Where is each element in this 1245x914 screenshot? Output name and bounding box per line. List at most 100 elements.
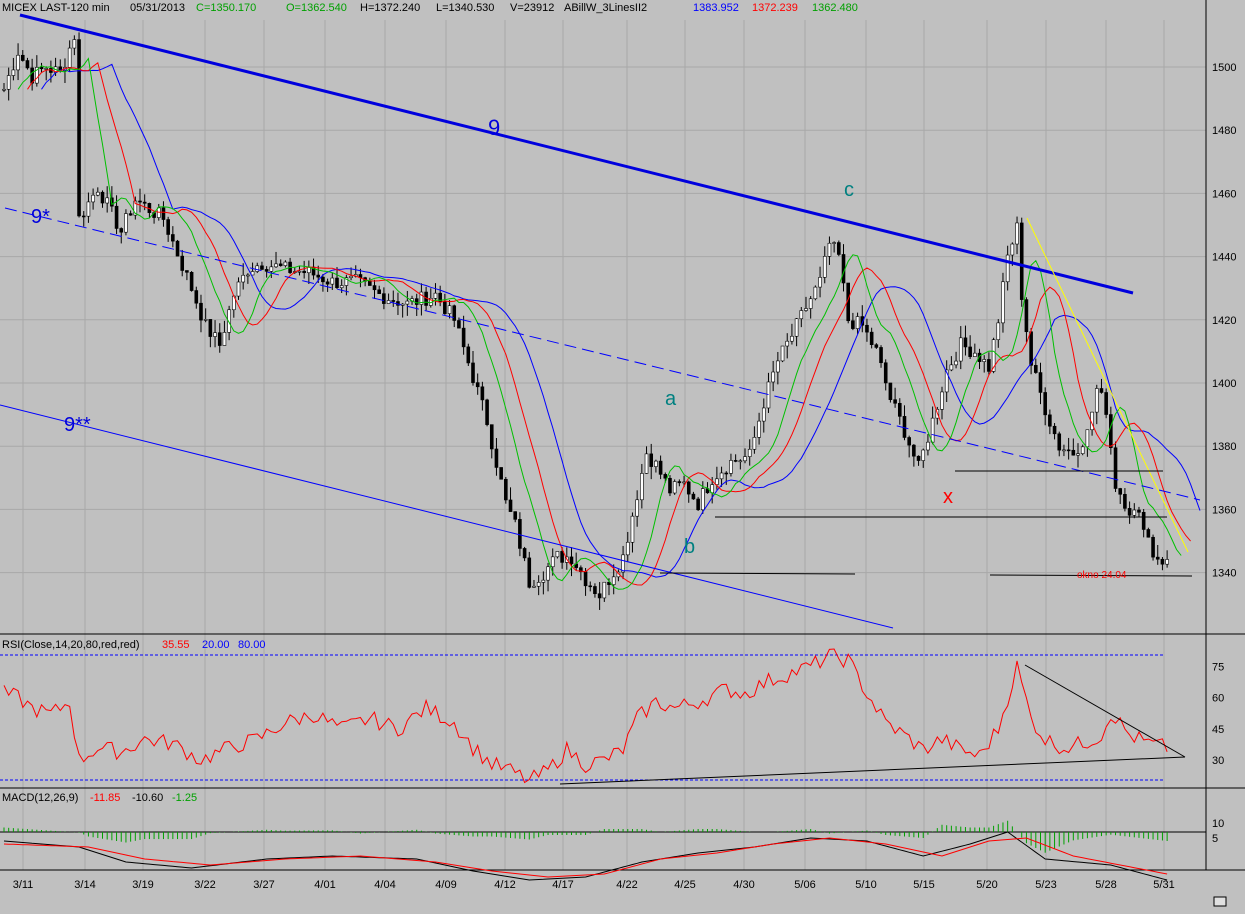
candle-body bbox=[466, 346, 471, 364]
date-tick-label: 3/11 bbox=[13, 879, 34, 891]
candle-body bbox=[808, 298, 813, 309]
candle-body bbox=[729, 460, 733, 474]
candle-body bbox=[1127, 508, 1132, 516]
candle-body bbox=[907, 437, 911, 446]
candle-body bbox=[1099, 388, 1104, 393]
candle-body bbox=[485, 399, 489, 425]
wave-label-c: c bbox=[844, 179, 854, 201]
header-symbol: MICEX LAST-120 min bbox=[2, 2, 110, 14]
macd-tick-label: 10 bbox=[1212, 818, 1224, 830]
trendline-9 bbox=[19, 13, 1134, 295]
candle-body bbox=[246, 274, 250, 277]
candle-body bbox=[438, 292, 442, 303]
candle-body bbox=[203, 319, 208, 321]
support-line-okno-right bbox=[989, 574, 1193, 577]
candle-body bbox=[611, 576, 616, 585]
candle-body bbox=[180, 255, 185, 271]
candle-body bbox=[982, 359, 987, 362]
candle-body bbox=[715, 478, 719, 485]
candle-body bbox=[156, 207, 161, 218]
label-9: 9 bbox=[488, 115, 500, 140]
label-okno: okno 24.04 bbox=[1077, 570, 1127, 581]
price-tick-label: 1440 bbox=[1212, 252, 1236, 264]
macd-tick-label: 5 bbox=[1212, 833, 1218, 845]
candle-body bbox=[672, 481, 677, 494]
candle-body bbox=[771, 371, 775, 383]
candle-body bbox=[579, 567, 583, 573]
macd-axis: 105 bbox=[1212, 818, 1224, 845]
candle-body bbox=[1015, 222, 1019, 245]
candle-body bbox=[527, 557, 532, 588]
header-line-green: 1362.480 bbox=[812, 2, 858, 14]
candle-body bbox=[640, 473, 644, 501]
candle-body bbox=[1043, 392, 1047, 416]
candle-body bbox=[382, 293, 386, 304]
candle-body bbox=[124, 213, 128, 233]
candle-body bbox=[851, 320, 855, 329]
candle-body bbox=[377, 289, 382, 294]
rsi-tick-label: 30 bbox=[1212, 755, 1224, 767]
price-tick-label: 1340 bbox=[1212, 568, 1236, 580]
candle-body bbox=[625, 541, 630, 556]
candle-body bbox=[325, 281, 330, 285]
candle-body bbox=[1109, 414, 1113, 449]
candle-body bbox=[405, 300, 410, 305]
price-axis: 1340 1360 1380 1400 1420 1440 1460 1480 1500 bbox=[1212, 62, 1236, 580]
candle-body bbox=[11, 69, 16, 76]
candle-body bbox=[452, 305, 457, 321]
rsi-high: 80.00 bbox=[238, 639, 266, 651]
candle-body bbox=[546, 566, 550, 581]
candle-body bbox=[142, 201, 147, 204]
macd-label: MACD(12,26,9) bbox=[2, 792, 78, 804]
candle-body bbox=[175, 240, 180, 257]
candle-body bbox=[1132, 509, 1137, 516]
price-tick-label: 1460 bbox=[1212, 188, 1236, 200]
candle-body bbox=[822, 256, 827, 278]
candle-body bbox=[541, 579, 546, 583]
candle-body bbox=[602, 581, 607, 599]
candle-body bbox=[302, 270, 306, 274]
date-tick-label: 4/30 bbox=[733, 879, 754, 891]
wave-label-a: a bbox=[665, 388, 677, 410]
candle-body bbox=[841, 254, 846, 284]
header-close: C=1350.170 bbox=[196, 2, 256, 14]
rsi-trendline-upper bbox=[1024, 664, 1186, 758]
price-tick-label: 1400 bbox=[1212, 378, 1236, 390]
macd-histogram bbox=[3, 820, 1168, 853]
candle-body bbox=[804, 308, 808, 311]
candle-body bbox=[1137, 509, 1141, 513]
candle-body bbox=[560, 551, 564, 563]
candle-body bbox=[668, 477, 672, 494]
candle-body bbox=[818, 277, 822, 288]
candle-body bbox=[930, 417, 935, 443]
candle-body bbox=[869, 331, 874, 345]
candle-body bbox=[996, 322, 1001, 341]
date-tick-label: 3/19 bbox=[132, 879, 153, 891]
candle-body bbox=[269, 266, 274, 272]
header-low: L=1340.530 bbox=[436, 2, 494, 14]
candle-body bbox=[949, 364, 954, 371]
label-9-star: 9* bbox=[31, 206, 50, 228]
scroll-marker[interactable] bbox=[1213, 896, 1227, 907]
candle-body bbox=[1038, 372, 1043, 393]
rsi-tick-label: 60 bbox=[1212, 693, 1224, 705]
candle-body bbox=[1071, 449, 1076, 456]
candle-body bbox=[166, 219, 170, 235]
candle-body bbox=[888, 382, 893, 400]
candle-body bbox=[400, 303, 405, 306]
candle-body bbox=[39, 67, 44, 70]
candle-body bbox=[1024, 299, 1029, 333]
candle-body bbox=[973, 352, 977, 357]
candle-body bbox=[719, 472, 724, 480]
candle-body bbox=[96, 191, 100, 196]
candle-body bbox=[743, 456, 747, 462]
date-tick-label: 5/06 bbox=[794, 879, 815, 891]
candle-body bbox=[1010, 243, 1015, 256]
candle-body bbox=[199, 302, 203, 321]
candle-body bbox=[649, 453, 654, 467]
candle-body bbox=[630, 515, 635, 543]
candle-body bbox=[926, 441, 930, 451]
macd-header: MACD(12,26,9) -11.85 -10.60 -1.25 bbox=[2, 792, 197, 804]
candle-body bbox=[733, 460, 738, 462]
